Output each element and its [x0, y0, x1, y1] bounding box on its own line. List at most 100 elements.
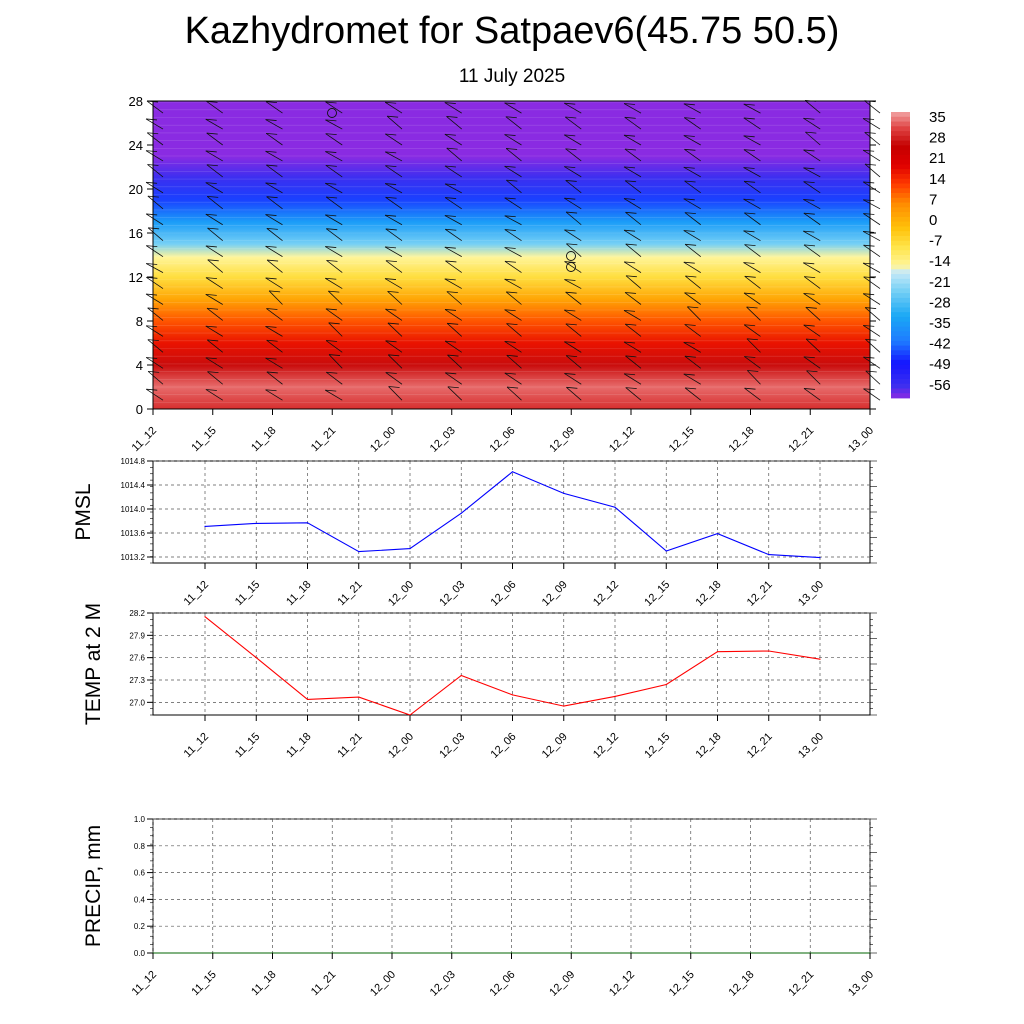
- wind-barb-flag: [207, 371, 219, 374]
- wind-barb-flag: [206, 164, 218, 167]
- x-tick-label: 11_18: [249, 969, 279, 999]
- wind-barb-shaft: [147, 227, 164, 242]
- wind-barb-flag: [266, 339, 278, 342]
- wind-barb-flag: [446, 116, 458, 118]
- wind-barb-flag: [863, 181, 875, 184]
- colorbar-cell: [891, 207, 910, 213]
- y-tick-label: 0.4: [134, 895, 146, 904]
- wind-barb-flag: [803, 230, 815, 233]
- x-tick-label: 11_15: [189, 969, 219, 999]
- wind-barb-flag: [744, 324, 756, 327]
- wind-barb-shaft: [863, 325, 881, 337]
- colorbar-cell: [891, 245, 910, 251]
- wind-barb-shaft: [444, 340, 462, 353]
- wind-barb-flag: [146, 357, 158, 359]
- wind-barb-shaft: [504, 134, 522, 146]
- colorbar-cell: [891, 316, 910, 323]
- colorbar-cell: [891, 183, 910, 189]
- colorbar-cell: [891, 231, 910, 237]
- wind-barb-flag: [444, 309, 457, 311]
- colorbar-cell: [891, 240, 910, 246]
- wind-barb-shaft: [864, 100, 881, 114]
- wind-barb-shaft: [145, 181, 164, 194]
- wind-barb-shaft: [385, 372, 403, 385]
- x-tick-label: 12_00: [368, 969, 398, 999]
- wind-barb-shaft: [863, 199, 881, 210]
- wind-barb-shaft: [687, 306, 702, 321]
- wind-barb-shaft: [862, 293, 881, 305]
- wind-barb-shaft: [684, 117, 701, 130]
- wind-barb-shaft: [684, 180, 701, 194]
- wind-barb-flag: [624, 261, 636, 264]
- colorbar-cell: [891, 383, 910, 389]
- wind-barb-shaft: [446, 147, 463, 162]
- wind-barb-flag: [743, 230, 755, 233]
- wind-barb-shaft: [146, 100, 164, 114]
- wind-barb-shaft: [564, 309, 582, 321]
- wind-barb-shaft: [146, 245, 164, 257]
- wind-barb-shaft: [266, 339, 283, 353]
- wind-barb-shaft: [205, 213, 223, 226]
- panel-frame: [152, 460, 871, 564]
- colorbar-cell: [891, 131, 910, 137]
- series-point: [460, 512, 462, 514]
- colorbar-cell: [891, 116, 910, 122]
- wind-barb-flag: [385, 133, 397, 136]
- wind-barb-flag: [504, 102, 516, 105]
- x-tick-label: 13_00: [796, 731, 826, 761]
- wind-barb-shaft: [446, 323, 463, 337]
- wind-barb-shaft: [565, 355, 582, 369]
- wind-barb-shaft: [623, 198, 642, 210]
- wind-barb-shaft: [325, 277, 343, 289]
- wind-barb-flag: [565, 180, 577, 182]
- colorbar: 35 28 21 14 7 0 -7 -14 -21 -28 -35 -42 -49 -56: [891, 109, 951, 399]
- y-tick-label: 8: [136, 314, 143, 329]
- series-point: [306, 698, 309, 700]
- wind-barb-flag: [863, 244, 875, 247]
- wind-barb-flag: [743, 149, 755, 152]
- wind-barb-shaft: [746, 338, 761, 353]
- y-tick-label: 28: [129, 94, 143, 109]
- colorbar-cell: [891, 164, 910, 170]
- wind-barb-flag: [684, 117, 696, 120]
- wind-barb-shaft: [803, 276, 821, 289]
- wind-barb-flag: [266, 227, 278, 230]
- wind-barb-shaft: [803, 117, 821, 130]
- wind-barb-shaft: [444, 183, 462, 194]
- wind-barb-shaft: [325, 214, 343, 226]
- wind-barb-shaft: [205, 325, 223, 337]
- wind-barb-flag: [328, 290, 340, 293]
- wind-barb-flag: [684, 148, 696, 151]
- wind-barb-flag: [205, 325, 217, 328]
- wind-barb-shaft: [564, 134, 582, 146]
- wind-barb-flag: [445, 260, 457, 263]
- y-tick-label: 1.0: [134, 815, 146, 824]
- wind-barb-shaft: [862, 149, 881, 162]
- x-tick-label: 13_00: [846, 969, 876, 999]
- wind-barb-shaft: [565, 211, 582, 226]
- wind-barb-flag: [743, 135, 755, 138]
- wind-barb-flag: [329, 354, 341, 356]
- wind-barb-shaft: [863, 388, 881, 401]
- wind-barb-shaft: [325, 389, 343, 401]
- series-point: [255, 522, 257, 525]
- wind-barb-shaft: [506, 386, 522, 401]
- wind-barb-shaft: [623, 261, 642, 273]
- wind-barb-shaft: [145, 213, 164, 226]
- wind-barb-flag: [683, 198, 695, 201]
- series-point: [511, 694, 514, 696]
- wind-barb-shaft: [744, 356, 761, 369]
- colorbar-cell: [891, 359, 910, 366]
- colorbar-label: 35: [929, 109, 946, 126]
- wind-barb-flag: [206, 132, 218, 135]
- wind-barb-shaft: [504, 260, 522, 273]
- x-tick-label: 12_03: [437, 579, 467, 609]
- series-point: [819, 658, 821, 660]
- wind-barb-shaft: [684, 148, 701, 162]
- colorbar-cell: [891, 145, 910, 151]
- wind-barb-flag: [803, 324, 815, 327]
- wind-barb-flag: [564, 261, 576, 263]
- wind-barb-flag: [564, 373, 576, 375]
- wind-barb-flag: [265, 119, 277, 121]
- colorbar-cell: [891, 326, 910, 332]
